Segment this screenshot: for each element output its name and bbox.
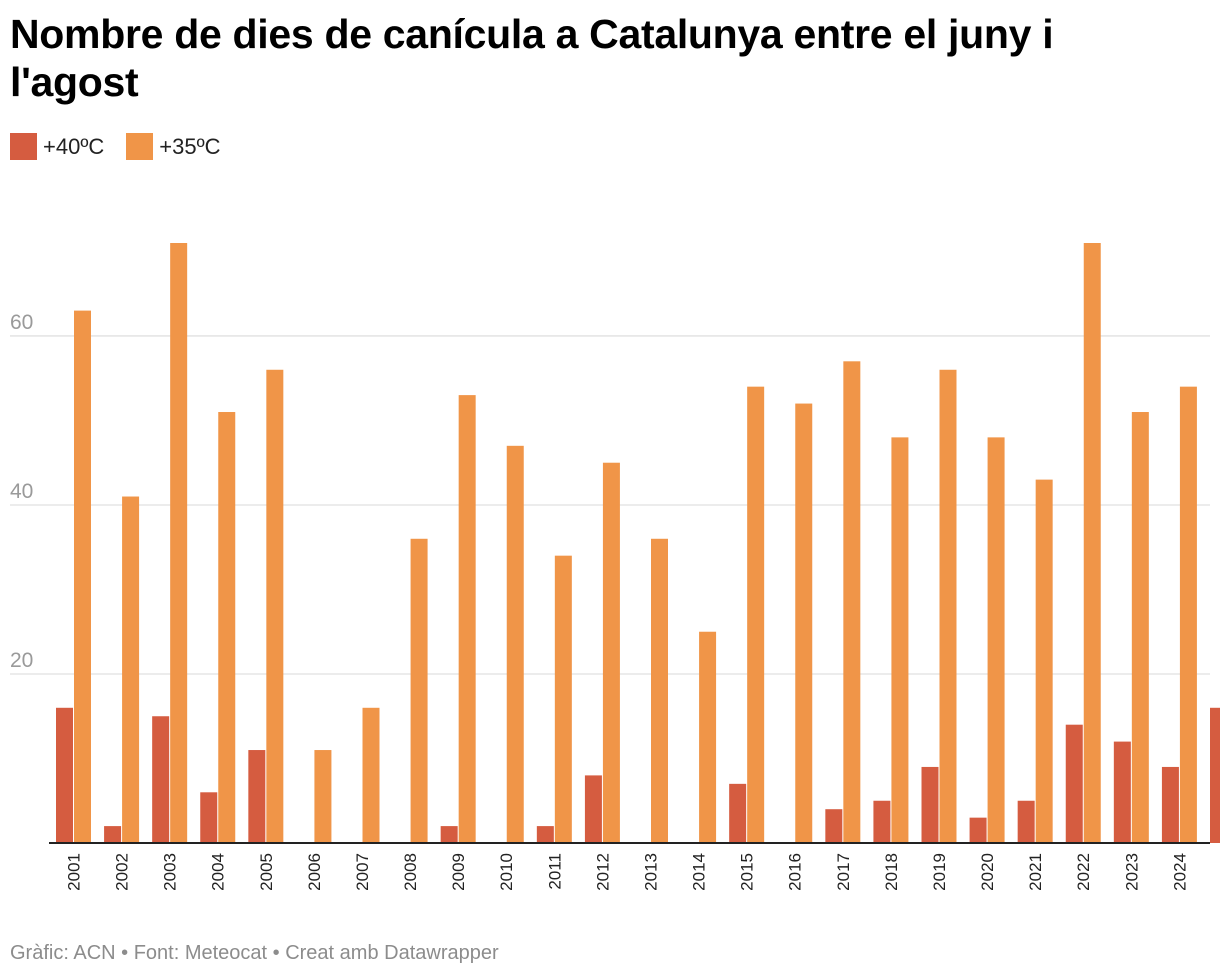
x-tick-label-2018: 2018 <box>882 853 901 891</box>
legend: +40ºC +35ºC <box>10 133 243 160</box>
bar-40-2024 <box>1161 766 1179 843</box>
bar-40-2025 <box>1210 707 1220 843</box>
bar-35-2008 <box>410 538 428 843</box>
bar-40-2009 <box>440 826 458 843</box>
x-tick-label-2023: 2023 <box>1122 853 1141 891</box>
x-tick-label-2011: 2011 <box>545 853 564 890</box>
bar-35-2018 <box>891 437 909 843</box>
y-tick-label-40: 40 <box>10 480 33 503</box>
x-tick-label-2002: 2002 <box>113 853 132 891</box>
x-tick-label-2001: 2001 <box>64 853 83 891</box>
bar-40-2015 <box>729 783 747 843</box>
bar-35-2014 <box>699 631 717 843</box>
bar-40-2011 <box>536 826 554 843</box>
bar-35-2016 <box>795 403 813 843</box>
y-tick-label-20: 20 <box>10 649 33 672</box>
x-tick-label-2021: 2021 <box>1026 853 1045 891</box>
bar-40-2019 <box>921 766 939 843</box>
bar-40-2003 <box>152 716 170 843</box>
bar-35-2021 <box>1035 479 1053 843</box>
x-tick-label-2019: 2019 <box>930 853 949 891</box>
legend-swatch-35 <box>126 133 154 160</box>
bar-40-2001 <box>56 707 73 843</box>
bar-35-2011 <box>554 555 572 843</box>
x-tick-label-2017: 2017 <box>834 853 853 891</box>
legend-item-40: +40ºC <box>10 133 104 160</box>
bar-40-2021 <box>1017 800 1035 843</box>
bar-35-2004 <box>218 412 236 843</box>
x-tick-label-2016: 2016 <box>786 853 805 891</box>
chart-footer: Gràfic: ACN • Font: Meteocat • Creat amb… <box>10 942 499 964</box>
bar-35-2017 <box>843 361 861 843</box>
bar-35-2013 <box>651 538 668 843</box>
legend-item-35: +35ºC <box>126 133 221 160</box>
x-tick-label-2007: 2007 <box>353 853 372 891</box>
legend-label-35: +35ºC <box>159 133 221 159</box>
x-tick-label-2009: 2009 <box>449 853 468 891</box>
bar-chart: 20 40 60 2001 2002 2003 2004 2005 2006 2007 2008 20… <box>10 243 1220 891</box>
bar-35-2023 <box>1131 412 1149 843</box>
chart-title: Nombre de dies de canícula a Catalunya e… <box>10 11 1054 105</box>
x-tick-label-2014: 2014 <box>690 853 709 891</box>
bar-40-2012 <box>584 775 602 843</box>
legend-swatch-40 <box>10 133 37 160</box>
bar-40-2018 <box>873 800 891 843</box>
bar-40-2023 <box>1113 741 1131 843</box>
bar-40-2004 <box>200 792 218 843</box>
x-tick-label-2015: 2015 <box>738 853 757 891</box>
x-tick-label-2006: 2006 <box>305 853 324 891</box>
bar-35-2010 <box>506 445 524 843</box>
bar-35-2024 <box>1179 386 1197 843</box>
bar-35-2019 <box>939 369 957 843</box>
bar-40-2002 <box>104 826 122 843</box>
x-tick-label-2025: 2025 <box>1218 853 1220 891</box>
bar-35-2012 <box>602 462 620 843</box>
bar-35-2007 <box>362 707 380 843</box>
x-tick-label-2024: 2024 <box>1170 853 1189 891</box>
x-tick-label-2012: 2012 <box>593 853 612 891</box>
bar-35-2003 <box>170 243 188 843</box>
bar-40-2005 <box>248 750 266 843</box>
bar-40-2020 <box>969 817 987 843</box>
bar-35-2022 <box>1083 243 1101 843</box>
x-tick-label-2020: 2020 <box>978 853 997 891</box>
x-tick-label-2022: 2022 <box>1074 853 1093 891</box>
bar-35-2015 <box>747 386 765 843</box>
x-tick-label-2010: 2010 <box>497 853 516 891</box>
bar-35-2001 <box>74 310 91 844</box>
bar-35-2005 <box>266 369 284 843</box>
bar-40-2022 <box>1065 724 1083 843</box>
bar-35-2020 <box>987 437 1005 843</box>
y-tick-label-60: 60 <box>10 311 33 334</box>
bar-35-2006 <box>314 750 332 843</box>
x-tick-label-2013: 2013 <box>641 853 660 891</box>
bar-40-2017 <box>825 809 843 843</box>
x-tick-label-2003: 2003 <box>161 853 180 891</box>
x-tick-label-2004: 2004 <box>209 853 228 891</box>
bar-35-2002 <box>122 496 140 843</box>
x-tick-label-2005: 2005 <box>257 853 276 891</box>
x-tick-label-2008: 2008 <box>401 853 420 891</box>
bar-35-2009 <box>458 395 476 843</box>
legend-label-40: +40ºC <box>43 133 105 159</box>
